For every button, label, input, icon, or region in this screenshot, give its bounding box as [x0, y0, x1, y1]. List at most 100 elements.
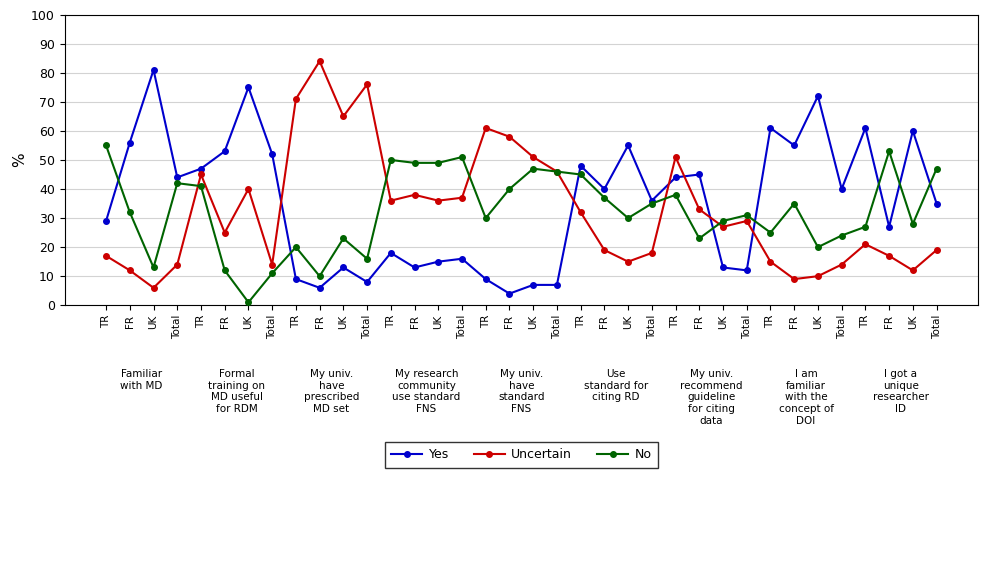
Yes	[266, 151, 278, 158]
Uncertain	[408, 191, 420, 198]
Yes	[408, 264, 420, 271]
Yes	[195, 165, 207, 172]
Uncertain	[124, 267, 136, 274]
Uncertain	[883, 252, 895, 259]
No	[836, 232, 848, 239]
Line: No: No	[103, 143, 939, 305]
Uncertain	[741, 217, 753, 224]
Text: My univ.
have
standard
FNS: My univ. have standard FNS	[498, 369, 544, 414]
Uncertain	[503, 133, 515, 140]
No	[693, 235, 705, 242]
Yes	[741, 267, 753, 274]
Yes	[432, 258, 444, 265]
Uncertain	[693, 206, 705, 213]
Uncertain	[717, 223, 729, 230]
Uncertain	[930, 247, 942, 254]
No	[645, 200, 657, 207]
Uncertain	[623, 258, 635, 265]
No	[218, 267, 230, 274]
No	[456, 154, 468, 161]
Yes	[480, 275, 492, 282]
Uncertain	[361, 81, 373, 88]
No	[195, 183, 207, 190]
No	[361, 255, 373, 262]
Yes	[551, 281, 563, 288]
No	[480, 215, 492, 222]
No	[527, 165, 539, 172]
No	[623, 215, 635, 222]
Yes	[645, 197, 657, 204]
No	[599, 194, 611, 201]
Text: My univ.
have
prescribed
MD set: My univ. have prescribed MD set	[304, 369, 359, 414]
No	[266, 270, 278, 277]
No	[314, 272, 326, 280]
No	[765, 229, 777, 236]
Uncertain	[290, 96, 302, 103]
Uncertain	[575, 209, 587, 216]
No	[338, 235, 350, 242]
Yes	[218, 148, 230, 155]
Uncertain	[100, 252, 112, 259]
No	[859, 223, 871, 230]
No	[883, 148, 895, 155]
Yes	[693, 171, 705, 178]
Uncertain	[765, 258, 777, 265]
Yes	[859, 124, 871, 131]
Uncertain	[859, 241, 871, 248]
No	[788, 200, 800, 207]
No	[575, 171, 587, 178]
Text: My univ.
recommend
guideline
for citing
data: My univ. recommend guideline for citing …	[680, 369, 743, 426]
Yes	[503, 290, 515, 297]
Yes	[290, 275, 302, 282]
No	[717, 217, 729, 224]
Line: Uncertain: Uncertain	[103, 58, 939, 291]
No	[503, 185, 515, 193]
Uncertain	[907, 267, 919, 274]
Yes	[883, 223, 895, 230]
Text: Familiar
with MD: Familiar with MD	[120, 369, 163, 391]
Uncertain	[195, 171, 207, 178]
Yes	[361, 278, 373, 285]
Uncertain	[432, 197, 444, 204]
Yes	[599, 185, 611, 193]
Uncertain	[148, 284, 160, 291]
Yes	[907, 127, 919, 134]
Line: Yes: Yes	[103, 67, 939, 296]
Uncertain	[480, 124, 492, 131]
Uncertain	[527, 154, 539, 161]
No	[148, 264, 160, 271]
Yes	[172, 174, 184, 181]
No	[242, 299, 254, 306]
Text: Formal
training on
MD useful
for RDM: Formal training on MD useful for RDM	[209, 369, 265, 414]
Uncertain	[645, 249, 657, 257]
No	[930, 165, 942, 172]
No	[432, 159, 444, 166]
Uncertain	[599, 247, 611, 254]
No	[907, 220, 919, 227]
Uncertain	[812, 272, 824, 280]
Yes	[314, 284, 326, 291]
Legend: Yes, Uncertain, No: Yes, Uncertain, No	[384, 442, 658, 467]
Yes	[527, 281, 539, 288]
Yes	[623, 142, 635, 149]
No	[551, 168, 563, 175]
Yes	[385, 249, 397, 257]
Uncertain	[242, 185, 254, 193]
Uncertain	[836, 261, 848, 268]
Yes	[930, 200, 942, 207]
Text: I am
familiar
with the
concept of
DOI: I am familiar with the concept of DOI	[779, 369, 833, 426]
No	[124, 209, 136, 216]
Yes	[788, 142, 800, 149]
Uncertain	[314, 58, 326, 65]
Yes	[124, 139, 136, 146]
No	[408, 159, 420, 166]
Yes	[669, 174, 681, 181]
Uncertain	[788, 275, 800, 282]
No	[812, 244, 824, 251]
No	[741, 212, 753, 219]
Text: I got a
unique
researcher
ID: I got a unique researcher ID	[873, 369, 929, 414]
No	[669, 191, 681, 198]
No	[385, 157, 397, 164]
Yes	[242, 84, 254, 91]
Yes	[836, 185, 848, 193]
